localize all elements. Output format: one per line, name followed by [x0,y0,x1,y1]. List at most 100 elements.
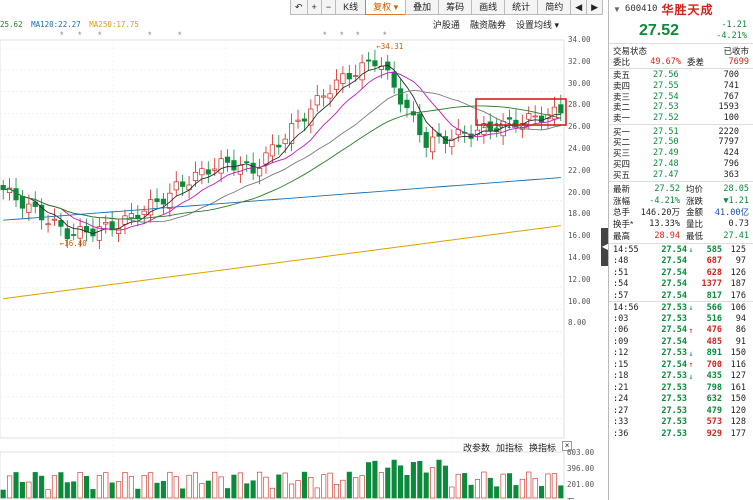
volume-bar [462,473,468,499]
volume-bar [263,476,269,499]
candle-body [474,129,481,136]
tick-price: 27.53 [661,302,687,313]
event-marker: * [383,30,387,40]
tick-price: 27.54 [661,244,687,255]
volume-bar [494,486,500,499]
tick-volume: 798 [706,382,722,393]
stat-value: 27.41 [723,230,749,241]
ask-volume: 700 [723,70,739,81]
ask-price: 27.52 [653,113,679,124]
chevron-down-icon[interactable]: ▼ [613,4,621,14]
stats-button[interactable]: 统计 [504,0,539,15]
candle-body [128,213,134,219]
volume-bar [539,486,545,499]
candle-body [532,115,538,118]
ask-book: 卖五 27.56 700 卖四 27.55 741 卖三 27.54 767 卖二 27.53 159… [609,69,753,126]
tick-volume: 700 [706,359,722,370]
tick-row: :12 27.53 ↓ 891 150 [609,347,753,359]
bid-book: 买一 27.51 2220 买二 27.50 7797 买三 27.49 424 买四 27.48 7… [609,125,753,182]
stat-value: 28.94 [654,230,680,241]
candle-body [340,73,346,84]
candle-body [192,171,199,181]
price-summary: 27.52 -1.21 -4.21% [609,18,753,44]
tick-list[interactable]: 14:55 27.54 ↓ 585 125:48 27.54 687 97:51 27.54 62… [609,244,753,440]
candle-body [308,108,314,126]
kline-chart-canvas[interactable]: ←34.31 ←16.40 26.96-26.20 * * * * * * * * * [0,0,607,500]
tick-time: 14:56 [613,302,639,313]
tick-row: 14:56 27.53 ↓ 566 106 [609,301,753,313]
tick-time: :12 [613,348,629,359]
candle-body [71,234,77,236]
edit-params-button[interactable]: 改参数 [463,443,491,453]
kline-button[interactable]: K线 [335,0,367,15]
event-marker: * [340,30,344,40]
scroll-left-icon[interactable]: ◀ [570,0,588,15]
quote-panel: ▼ 600410 华胜天成 27.52 -1.21 -4.21% 交易状态 已收… [608,0,753,500]
margin-trading-link[interactable]: 融资融券 [469,20,506,30]
zoom-out-button[interactable]: − [320,0,337,15]
candle-body [506,117,513,120]
volume-bar [116,481,122,499]
shhk-link[interactable]: 沪股通 [432,20,460,30]
volume-bar [295,480,301,499]
tick-count: 150 [730,394,746,405]
volume-bar [455,473,461,499]
switch-indicator-button[interactable]: 换指标 [529,443,557,453]
scroll-right-icon[interactable]: ▶ [586,0,604,15]
bid-label: 买一 [613,126,631,137]
tick-count: 187 [730,279,746,290]
ma-settings-dropdown[interactable]: 设置均线 ▾ [516,18,559,31]
stat-row: 涨幅 -4.21% 涨跌 ▼1.21 [609,195,753,207]
price-axis-tick: 24.00 [568,144,591,153]
trade-status-section: 交易状态 已收市 委比 49.67% 委差 7699 [609,44,753,69]
candle-body [180,181,186,187]
tick-volume: 479 [706,405,722,416]
quote-header: ▼ 600410 华胜天成 [609,0,753,18]
simple-button[interactable]: 简约 [537,0,572,15]
overlay-button[interactable]: 叠加 [405,0,440,15]
zoom-in-button[interactable]: + [306,0,322,15]
kline-chart-panel[interactable]: ←34.31 ←16.40 26.96-26.20 * * * * * * * * * 25.62 M… [0,0,609,500]
tick-count: 106 [730,302,746,313]
volume-bar [289,483,295,499]
price-axis-tick: 28.00 [568,100,591,110]
volume-bar [64,482,70,499]
volume-bar [474,479,481,499]
close-icon[interactable]: × [562,441,573,451]
stat-value: ▼1.21 [723,195,749,206]
tick-volume: 632 [706,394,722,405]
tick-count: 176 [730,290,746,301]
collapse-panel-handle[interactable]: ◀ [601,228,609,266]
volume-bar [500,473,506,499]
candle-body [449,138,455,148]
ask-row: 卖四 27.55 741 [609,81,753,92]
nav-back-button[interactable]: ↶ [290,0,308,15]
volume-bar [0,489,6,499]
draw-line-button[interactable]: 画线 [471,0,506,15]
stat-label: 量比 [686,219,704,230]
volume-bar [32,472,38,499]
tick-time: :24 [613,394,629,405]
volume-bar [244,483,250,499]
candle-body [314,95,320,106]
event-marker: * [98,30,102,40]
candle-body [26,203,32,213]
volume-bar [481,471,487,499]
candle-body [167,192,173,209]
add-indicator-button[interactable]: 加指标 [496,443,524,453]
candle-body [135,214,141,219]
tick-time: :54 [613,279,629,290]
candle-body [487,121,493,131]
tick-row: 14:55 27.54 ↓ 585 125 [609,244,753,256]
tick-volume: 573 [706,417,722,428]
price-axis-tick: 32.00 [568,56,591,66]
restore-right-button[interactable]: 复权 ▾ [365,0,407,15]
volume-bar [205,480,211,499]
volume-bar [167,471,173,499]
price-axis-tick: 18.00 [568,209,591,219]
chip-button[interactable]: 筹码 [438,0,473,15]
volume-bar [39,475,45,499]
volume-bar [353,477,359,499]
tick-count: 127 [730,371,746,382]
